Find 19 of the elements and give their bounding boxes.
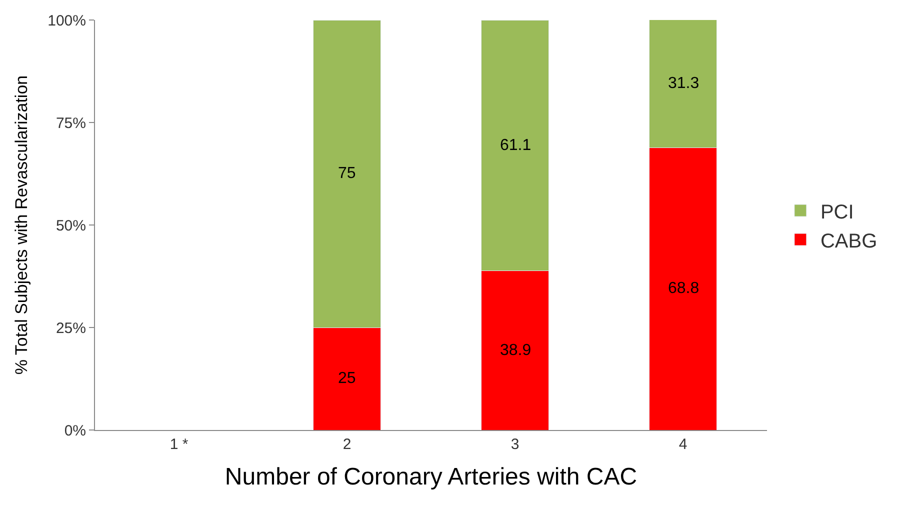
legend-label: PCI — [820, 201, 854, 224]
data-label: 25 — [338, 370, 356, 387]
x-tick-label: 3 — [510, 436, 520, 453]
data-label: 38.9 — [500, 342, 532, 359]
legend-label: CABG — [820, 230, 878, 252]
x-axis-title: Number of Coronary Arteries with CAC — [224, 463, 638, 490]
x-tick-label: 2 — [342, 436, 352, 453]
y-tick-label: 100% — [48, 12, 86, 30]
y-tick-label: 25% — [56, 320, 86, 337]
y-tick-label: 0% — [64, 422, 86, 440]
data-label: 61.1 — [500, 137, 532, 154]
data-label: 31.3 — [668, 75, 700, 92]
y-axis-title: % Total Subjects with Revascularization — [12, 75, 32, 375]
data-label: 68.8 — [668, 280, 700, 297]
data-label: 75 — [338, 165, 356, 182]
y-tick-label: 75% — [56, 114, 86, 132]
y-tick-label: 50% — [56, 217, 86, 234]
x-tick-label: 4 — [678, 436, 688, 453]
x-tick-label: 1 * — [170, 436, 188, 453]
